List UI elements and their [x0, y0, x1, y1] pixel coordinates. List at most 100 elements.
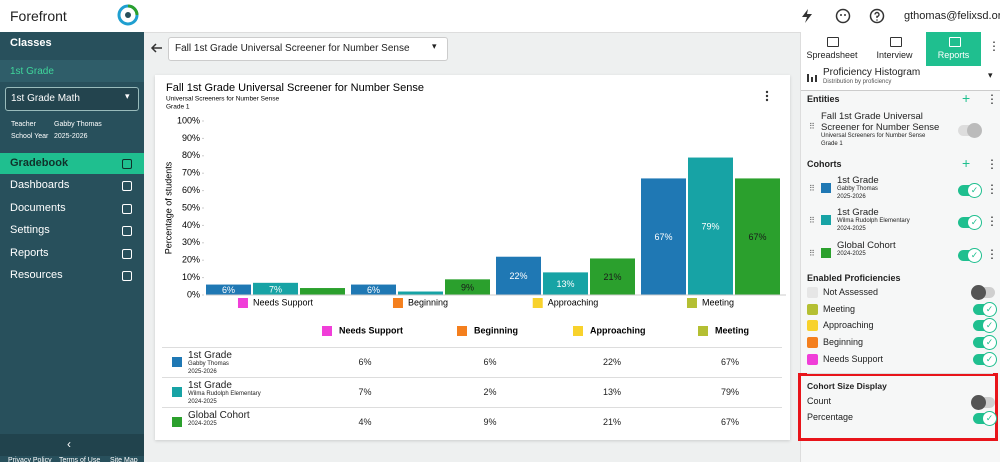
user-email[interactable]: gthomas@felixsd.org — [904, 10, 1000, 22]
y-tick-label: 20% — [182, 255, 200, 265]
tab[interactable]: Reports — [937, 50, 970, 60]
collapse-bar[interactable] — [0, 434, 144, 456]
y-tick-label: 10% — [182, 272, 200, 282]
cohort-menu[interactable]: ⋮ — [986, 214, 998, 228]
bar-label: 7% — [269, 284, 282, 294]
report-type[interactable]: Proficiency Histogram — [823, 67, 921, 78]
section-title: Cohorts — [807, 159, 842, 169]
entity-name: Fall 1st Grade Universal Screener for Nu… — [821, 111, 940, 133]
cell: 6% — [358, 357, 372, 367]
bar — [543, 272, 588, 295]
toggle[interactable]: ✓ — [958, 183, 982, 198]
toggle[interactable]: ✓ — [973, 351, 997, 367]
row-name: 1st Grade — [188, 350, 232, 361]
proficiency-swatch — [807, 337, 818, 349]
add-button[interactable]: + — [962, 155, 971, 171]
chart-menu[interactable] — [765, 90, 769, 102]
panel-menu[interactable]: ⋮ — [988, 39, 1000, 53]
toggle[interactable]: ✓ — [973, 301, 997, 317]
assessment-label[interactable]: Fall 1st Grade Universal Screener for Nu… — [175, 43, 410, 54]
proficiency-swatch — [807, 353, 818, 365]
toggle[interactable]: ✓ — [973, 335, 997, 351]
nav-item[interactable]: Documents — [10, 201, 66, 214]
toggle[interactable] — [971, 395, 995, 410]
toggle[interactable]: ✓ — [958, 248, 982, 263]
legend-swatch — [698, 326, 708, 336]
sidebar: Classes 1st Grade 1st Grade Math ▾ Teach… — [0, 32, 144, 462]
nav-icon — [122, 159, 132, 169]
cell: 22% — [602, 357, 621, 367]
legend-label: Needs Support — [339, 325, 403, 335]
row-swatch — [172, 357, 182, 367]
proficiency-name: Not Assessed — [823, 287, 879, 297]
back-arrow[interactable] — [150, 41, 164, 55]
section-title: Entities — [807, 94, 840, 104]
cell: 67% — [720, 357, 739, 367]
toggle[interactable]: ✓ — [973, 318, 997, 334]
row-detail: Gabby Thomas — [188, 361, 229, 367]
classes-label[interactable]: Classes — [10, 37, 52, 49]
footer-link[interactable]: Privacy Policy — [8, 457, 52, 462]
bar-label: 6% — [222, 285, 235, 295]
bolt-icon[interactable] — [799, 8, 815, 24]
tab[interactable]: Spreadsheet — [806, 50, 858, 60]
course-label[interactable]: 1st Grade Math — [11, 93, 80, 104]
footer-link[interactable]: Site Map — [110, 457, 138, 462]
chart-subtitle: Universal Screeners for Number Sense — [166, 96, 279, 103]
tab[interactable]: Interview — [876, 50, 913, 60]
grade-row[interactable] — [0, 60, 144, 82]
bar-label: 67% — [654, 232, 672, 242]
drag-handle: ⠿ — [809, 122, 815, 131]
bar — [253, 282, 298, 295]
cell: 4% — [358, 417, 372, 427]
nav-item[interactable]: Resources — [10, 269, 63, 281]
bar — [351, 284, 396, 295]
drag-handle: ⠿ — [809, 184, 815, 193]
x-tick-label: Approaching — [548, 297, 599, 307]
report-select[interactable] — [801, 66, 1000, 91]
category-swatch — [686, 298, 697, 308]
course-select[interactable] — [5, 87, 139, 111]
cell: 7% — [358, 387, 372, 397]
row-divider — [162, 407, 782, 408]
y-tick-label: 70% — [182, 168, 200, 178]
bar — [735, 178, 780, 295]
toggle[interactable]: ✓ — [958, 215, 982, 230]
footer-link[interactable]: Terms of Use — [59, 457, 101, 462]
cohort-detail: 2025-2026 — [837, 194, 866, 200]
proficiency-swatch — [807, 303, 818, 315]
size-option: Count — [807, 396, 832, 406]
add-button[interactable]: + — [962, 90, 971, 106]
toggle-knob: ✓ — [982, 301, 997, 317]
nav-item[interactable]: Dashboards — [10, 179, 70, 192]
bar — [688, 157, 733, 295]
proficiency-swatch — [807, 320, 818, 332]
grade-label[interactable]: 1st Grade — [10, 66, 54, 77]
row-swatch — [172, 387, 182, 397]
cohort-detail: 2024-2025 — [837, 226, 866, 232]
help-icon[interactable] — [869, 8, 885, 24]
nav-icon — [122, 271, 132, 281]
row-divider — [162, 347, 782, 348]
cohort-menu[interactable]: ⋮ — [986, 247, 998, 261]
y-tick-label: 50% — [182, 202, 200, 212]
nav-item[interactable]: Reports — [10, 246, 49, 259]
toggle-knob — [971, 285, 986, 300]
nav-item[interactable]: Gradebook — [10, 157, 69, 169]
bar-label: 21% — [603, 272, 621, 282]
section-menu[interactable]: ⋮ — [986, 157, 998, 171]
cohort-menu[interactable]: ⋮ — [986, 182, 998, 196]
assessment-select[interactable] — [168, 37, 448, 61]
category-swatch — [392, 298, 403, 308]
toggle[interactable]: ✓ — [973, 411, 997, 426]
tab-icon[interactable] — [889, 37, 902, 47]
collapse-icon[interactable]: ‹ — [67, 437, 71, 451]
face-icon[interactable] — [835, 8, 851, 24]
section-menu[interactable]: ⋮ — [986, 92, 998, 106]
toggle[interactable] — [971, 285, 995, 300]
cohort-swatch — [821, 183, 831, 193]
tab-icon[interactable] — [827, 37, 839, 47]
nav-item[interactable]: Settings — [10, 224, 50, 237]
tab-icon[interactable] — [948, 37, 961, 47]
